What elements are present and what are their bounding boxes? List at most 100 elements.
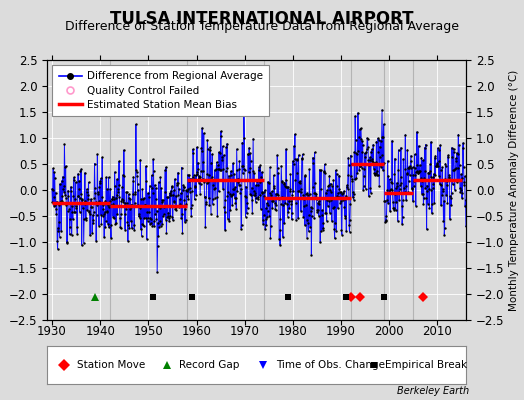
Point — [258, 216, 267, 223]
Point — [116, 224, 124, 230]
Point — [162, 230, 171, 236]
Point — [267, 192, 276, 198]
Point — [427, 186, 435, 193]
Point — [291, 176, 300, 183]
Point — [408, 186, 416, 192]
Point — [228, 202, 236, 208]
Point — [140, 202, 149, 208]
Point — [258, 189, 267, 196]
Point — [374, 149, 383, 156]
Point — [124, 238, 132, 244]
Point — [55, 218, 63, 225]
Point — [298, 155, 306, 162]
Point — [83, 189, 91, 196]
Point — [398, 221, 406, 227]
Point — [53, 246, 62, 252]
Point — [313, 200, 322, 206]
Point — [408, 164, 417, 170]
Point — [310, 149, 319, 156]
Point — [279, 181, 288, 188]
Point — [439, 218, 447, 224]
Text: Difference of Station Temperature Data from Regional Average: Difference of Station Temperature Data f… — [65, 20, 459, 33]
Point — [233, 146, 241, 152]
Point — [49, 194, 58, 200]
Point — [301, 222, 309, 228]
Point — [214, 162, 222, 168]
Point — [130, 200, 139, 206]
Point — [166, 213, 174, 220]
Point — [49, 165, 57, 172]
Point — [249, 192, 258, 198]
Point — [70, 177, 78, 183]
Point — [107, 235, 115, 241]
Point — [145, 194, 154, 200]
Point — [245, 169, 253, 175]
Point — [77, 166, 85, 172]
Point — [215, 166, 224, 172]
Text: 1990: 1990 — [326, 325, 356, 338]
Point — [341, 196, 350, 202]
Point — [363, 135, 372, 141]
Point — [459, 140, 467, 146]
Point — [254, 182, 262, 188]
Point — [340, 203, 348, 210]
Point — [158, 198, 167, 205]
Point — [264, 201, 272, 208]
Point — [398, 202, 406, 209]
Point — [187, 175, 195, 182]
Point — [266, 190, 274, 196]
Point — [267, 198, 276, 204]
Point — [430, 170, 438, 177]
Point — [440, 231, 449, 238]
Point — [128, 191, 137, 198]
Point — [408, 185, 417, 192]
Point — [289, 160, 298, 167]
Point — [312, 196, 321, 203]
Point — [255, 166, 263, 173]
Point — [321, 161, 329, 168]
Point — [58, 193, 66, 200]
Point — [66, 224, 74, 230]
Point — [461, 203, 470, 210]
Point — [265, 213, 274, 219]
Point — [191, 184, 200, 190]
Point — [115, 158, 123, 165]
Point — [368, 159, 377, 165]
Point — [195, 175, 203, 182]
Point — [65, 206, 73, 212]
Point — [64, 200, 73, 206]
Point — [343, 182, 351, 188]
Point — [234, 178, 243, 185]
Point — [161, 167, 169, 173]
Point — [268, 205, 277, 211]
Point — [316, 239, 324, 246]
Point — [379, 167, 387, 174]
Point — [325, 210, 334, 216]
Point — [176, 203, 184, 210]
Point — [405, 164, 413, 170]
Point — [138, 221, 146, 227]
Point — [229, 160, 237, 166]
Point — [444, 154, 452, 160]
Point — [365, 193, 373, 199]
Point — [276, 242, 284, 248]
Point — [200, 194, 209, 200]
Point — [207, 211, 215, 217]
Point — [437, 182, 445, 188]
Point — [359, 183, 368, 190]
Point — [315, 166, 324, 173]
Point — [253, 176, 261, 183]
Point — [355, 167, 363, 173]
Point — [82, 215, 90, 221]
Point — [81, 170, 89, 176]
Point — [200, 179, 209, 185]
Point — [234, 176, 242, 182]
Point — [104, 174, 113, 180]
Point — [58, 198, 67, 204]
Point — [326, 187, 334, 193]
Point — [415, 168, 423, 175]
Point — [438, 192, 446, 198]
Point — [188, 188, 196, 195]
Point — [203, 137, 212, 144]
Point — [189, 146, 197, 152]
